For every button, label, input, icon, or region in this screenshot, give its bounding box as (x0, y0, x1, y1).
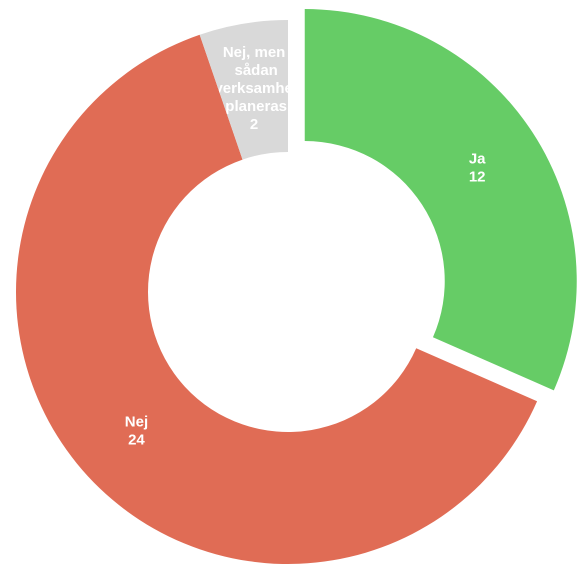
donut-slice (304, 9, 577, 391)
donut-slice (15, 34, 538, 564)
donut-slice (199, 20, 288, 160)
value-label: 2 (250, 116, 258, 133)
category-label: Ja (469, 150, 486, 167)
category-label: Nej, men sådan verksamhet planeras (210, 44, 298, 115)
category-label: Nej (125, 413, 148, 430)
value-label: 12 (469, 168, 486, 185)
value-label: 24 (128, 431, 145, 448)
